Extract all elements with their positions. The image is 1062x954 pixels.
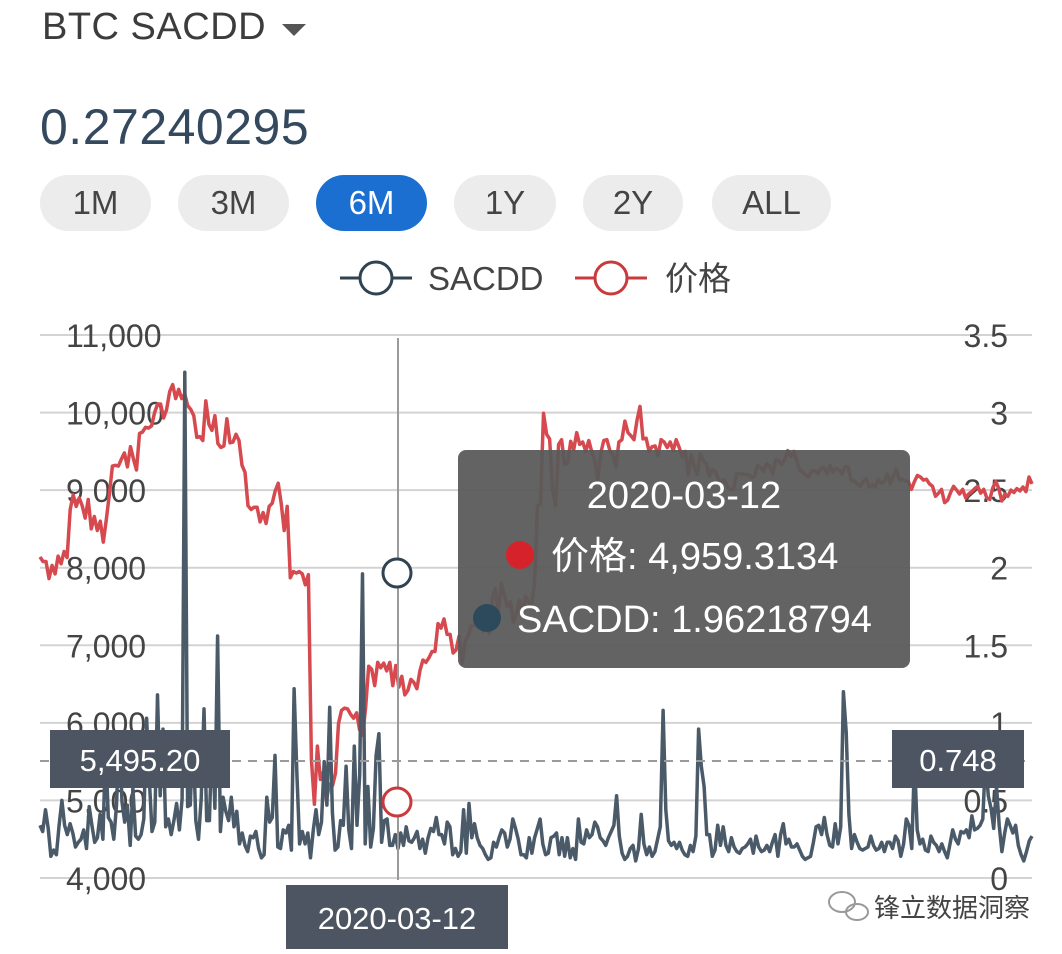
legend: SACDD 价格 [340, 260, 731, 297]
y-right-tick-label: 1.5 [964, 628, 1008, 664]
y-right-tick-label: 3 [990, 396, 1008, 432]
range-button-all[interactable]: ALL [712, 175, 831, 231]
y-left-tick-label: 4,000 [66, 861, 146, 897]
crosshair-left-label-box [50, 730, 230, 788]
y-left-tick-label: 8,000 [66, 551, 146, 587]
current-value: 0.27240295 [40, 99, 310, 155]
range-button-6m[interactable]: 6M [316, 175, 427, 231]
crosshair-right-label-box [892, 730, 1024, 788]
y-axis-right: 3.532.521.510.50 [964, 318, 1008, 897]
legend-sacdd-label: SACDD [428, 260, 544, 297]
range-button-2y[interactable]: 2Y [583, 175, 683, 231]
y-right-tick-label: 2 [990, 551, 1008, 587]
crosshair-left-label: 5,495.20 [50, 730, 230, 788]
sacdd-hover-marker [381, 557, 413, 589]
y-right-tick-label: 3.5 [964, 318, 1008, 354]
range-button-3m[interactable]: 3M [178, 175, 289, 231]
legend-price-marker [593, 260, 629, 296]
y-left-tick-label: 10,000 [66, 396, 164, 432]
crosshair-x-label: 2020-03-12 [286, 885, 508, 949]
tooltip-sacdd-dot [473, 604, 501, 632]
crosshair-x-label-box [286, 885, 508, 949]
watermark: 锋立数据洞察 [828, 891, 1030, 923]
chat-bubble-icon [828, 891, 869, 921]
price-hover-marker [381, 786, 413, 818]
asset-selector-label: BTC SACDD [42, 6, 267, 48]
legend-price-label: 价格 [665, 260, 731, 297]
crosshair-left-label-text: 5,495.20 [80, 743, 201, 778]
legend-item-sacdd[interactable]: SACDD [340, 260, 544, 297]
asset-selector[interactable]: BTC SACDD [42, 6, 307, 49]
range-button-1y[interactable]: 1Y [454, 175, 556, 231]
tooltip-box [458, 450, 910, 668]
tooltip-date: 2020-03-12 [587, 475, 781, 517]
tooltip-sacdd-label: SACDD: 1.96218794 [517, 599, 872, 641]
range-button-1m[interactable]: 1M [40, 175, 151, 231]
caret-down-icon[interactable] [282, 23, 307, 36]
watermark-text: 锋立数据洞察 [874, 893, 1030, 923]
crosshair-x-label-text: 2020-03-12 [318, 901, 477, 936]
legend-sacdd-marker [358, 260, 394, 296]
tooltip-price-dot [506, 541, 534, 569]
crosshair-right-label-text: 0.748 [919, 743, 997, 778]
tooltip: 2020-03-12 价格: 4,959.3134 SACDD: 1.96218… [458, 450, 910, 668]
y-right-tick-label: 0 [990, 861, 1008, 897]
legend-item-price[interactable]: 价格 [575, 260, 731, 297]
tooltip-price-label: 价格: 4,959.3134 [551, 536, 838, 578]
crosshair-right-label: 0.748 [892, 730, 1024, 788]
y-left-tick-label: 7,000 [66, 628, 146, 664]
y-left-tick-label: 11,000 [66, 318, 162, 354]
